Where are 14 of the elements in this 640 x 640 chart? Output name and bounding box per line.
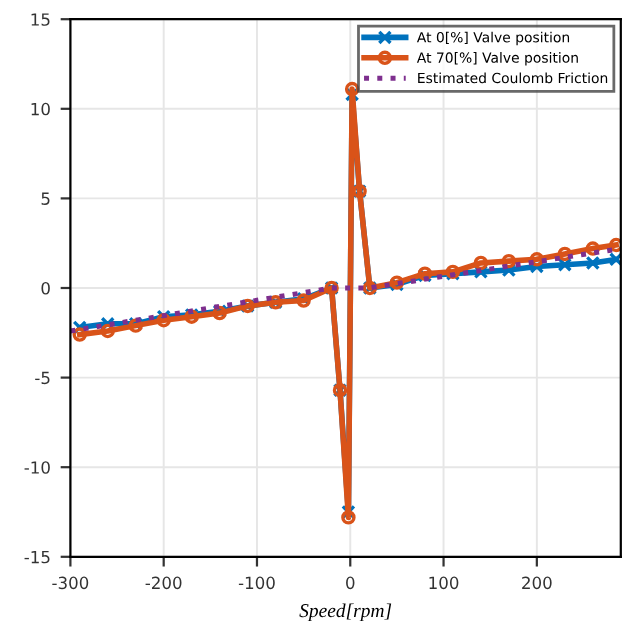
y-tick-label: 5 [41, 192, 50, 205]
x-tick-label: -300 [52, 576, 89, 590]
y-tick-label: -5 [35, 371, 50, 385]
x-tick-label: -100 [238, 576, 275, 590]
y-tick-label: 10 [31, 102, 50, 116]
x-tick-label: -200 [145, 576, 182, 590]
x-tick-label: 100 [429, 576, 459, 590]
y-tick-label: 15 [31, 13, 50, 26]
x-tick-label: 0 [346, 576, 355, 590]
y-tick-label: -10 [24, 461, 50, 474]
x-tick-label: 200 [522, 576, 552, 590]
y-tick-label: 0 [41, 281, 50, 295]
y-tick-label: -15 [24, 550, 50, 564]
x-axis-title: Speed[rpm] [299, 603, 392, 622]
